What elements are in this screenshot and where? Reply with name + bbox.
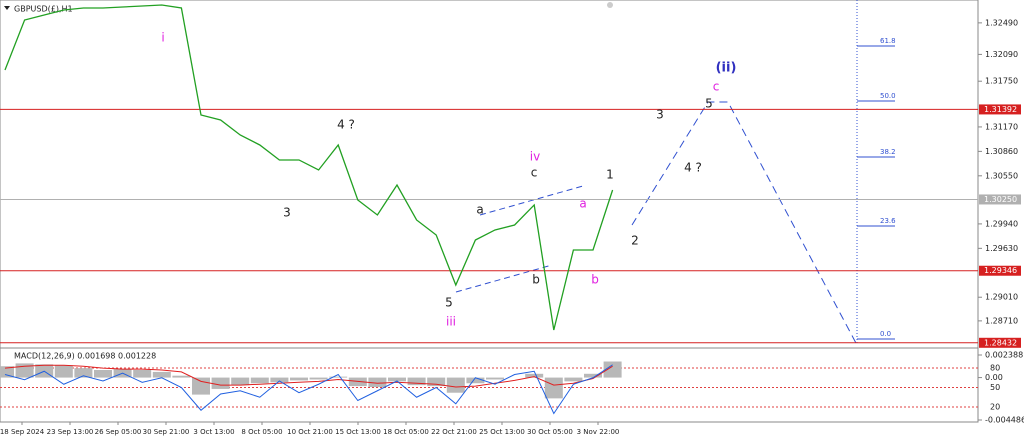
macd-bar xyxy=(544,377,563,399)
close-button[interactable] xyxy=(607,2,613,8)
y-tick-label: -0.004486 xyxy=(985,416,1024,425)
wave-label: c xyxy=(713,80,720,94)
x-tick-label: 23 Sep 13:00 xyxy=(47,428,94,436)
y-tick-label: 1.29010 xyxy=(985,293,1018,302)
level-badge xyxy=(979,265,1021,276)
wave-label: i xyxy=(161,31,164,45)
y-tick-label: 1.28710 xyxy=(985,316,1018,325)
signal-line xyxy=(4,364,613,388)
macd-bar xyxy=(94,370,112,378)
x-tick-label: 10 Oct 21:00 xyxy=(287,428,333,436)
wave-label: b xyxy=(532,273,540,287)
macd-bar xyxy=(250,377,269,384)
wave-label: iv xyxy=(530,150,540,164)
macd-bar xyxy=(231,377,250,386)
price-line xyxy=(4,4,614,331)
macd-title: MACD(12,26,9) 0.001698 0.001228 xyxy=(14,352,156,361)
channel-upper xyxy=(479,185,584,216)
channel-lower xyxy=(455,264,553,293)
x-tick-label: 15 Oct 13:00 xyxy=(335,428,381,436)
x-tick-label: 8 Oct 05:00 xyxy=(241,428,282,436)
x-tick-label: 3 Oct 13:00 xyxy=(193,428,234,436)
x-tick-label: 18 Oct 05:00 xyxy=(383,428,429,436)
macd-bar xyxy=(329,376,348,378)
wave-label: b xyxy=(591,273,599,287)
y-tick-label: 1.32490 xyxy=(985,18,1018,27)
macd-bar xyxy=(427,377,446,387)
fib-label: 38.2 xyxy=(880,148,896,156)
wave-label: a xyxy=(476,203,483,217)
x-tick-label: 26 Sep 05:00 xyxy=(95,428,142,436)
macd-bar xyxy=(525,373,544,378)
x-tick-label: 30 Oct 05:00 xyxy=(527,428,573,436)
wave-label: 3 xyxy=(656,108,664,122)
level-badge xyxy=(979,337,1021,348)
macd-bar xyxy=(74,368,93,378)
wave-label: c xyxy=(531,166,538,180)
macd-bar xyxy=(54,365,73,378)
x-tick-label: 30 Sep 21:00 xyxy=(143,428,190,436)
macd-bar xyxy=(446,377,465,393)
fib-label: 50.0 xyxy=(880,92,896,100)
y2-tick-label: 20 xyxy=(990,403,1000,412)
wave-label: 5 xyxy=(445,296,453,310)
macd-bar xyxy=(584,373,602,378)
level-label: 1.28432 xyxy=(984,338,1017,347)
macd-bar xyxy=(152,371,171,378)
menu-arrow xyxy=(4,6,10,10)
wave-label: 2 xyxy=(631,234,639,248)
macd-bar xyxy=(0,366,14,378)
oscillator-line xyxy=(4,364,613,415)
macd-bar xyxy=(368,377,387,388)
y-tick-label: 1.29630 xyxy=(985,244,1018,253)
wave-label: 1 xyxy=(606,168,614,182)
y-tick-label: 0.00 xyxy=(985,373,1003,382)
level-badge xyxy=(979,104,1021,115)
macd-bar xyxy=(564,377,583,382)
x-tick-label: 18 Sep 2024 xyxy=(0,428,45,436)
y2-tick-label: 50 xyxy=(990,383,1000,392)
x-tick-label: 22 Oct 21:00 xyxy=(431,428,477,436)
macd-bar xyxy=(486,377,504,380)
frame xyxy=(0,0,979,423)
macd-bar xyxy=(211,377,230,389)
macd-bar xyxy=(309,377,328,380)
y-tick-label: 1.30550 xyxy=(985,171,1018,180)
y-tick-label: 1.30860 xyxy=(985,147,1018,156)
x-tick-label: 3 Nov 22:00 xyxy=(577,428,620,436)
y-tick-label: 1.29940 xyxy=(985,219,1018,228)
projection xyxy=(631,101,858,346)
macd-bar xyxy=(466,377,485,384)
wave-label: a xyxy=(579,197,586,211)
macd-bar xyxy=(603,361,622,378)
fib-label: 61.8 xyxy=(880,37,896,45)
wave-label: 5 xyxy=(705,97,713,111)
wave-label: 4 ? xyxy=(337,118,355,132)
wave-label: (ii) xyxy=(716,61,737,76)
level-label: 1.31392 xyxy=(984,105,1017,114)
x-tick-label: 25 Oct 13:00 xyxy=(479,428,525,436)
macd-bar xyxy=(290,377,308,381)
macd-bar xyxy=(388,377,406,382)
wave-label: 4 ? xyxy=(684,161,702,175)
level-label: 1.29346 xyxy=(984,266,1017,275)
y-tick-label: 0.002388 xyxy=(985,351,1023,360)
level-label: 1.30250 xyxy=(984,195,1017,204)
fib-label: 23.6 xyxy=(880,217,896,225)
macd-bar xyxy=(407,377,426,386)
wave-label: iii xyxy=(446,315,456,329)
macd-bar xyxy=(270,377,289,383)
y-tick-label: 1.32090 xyxy=(985,50,1018,59)
fib-label: 0.0 xyxy=(880,330,891,338)
macd-bar xyxy=(192,377,210,395)
macd-bar xyxy=(133,370,152,378)
wave-label: 3 xyxy=(283,206,291,220)
macd-bar xyxy=(172,375,191,378)
level-badge xyxy=(979,194,1021,205)
y-tick-label: 1.31750 xyxy=(985,77,1018,86)
y2-tick-label: 80 xyxy=(990,364,1000,373)
y-tick-label: 1.31170 xyxy=(985,122,1018,131)
chart-title: GBPUSD(£),H1 xyxy=(14,5,73,14)
